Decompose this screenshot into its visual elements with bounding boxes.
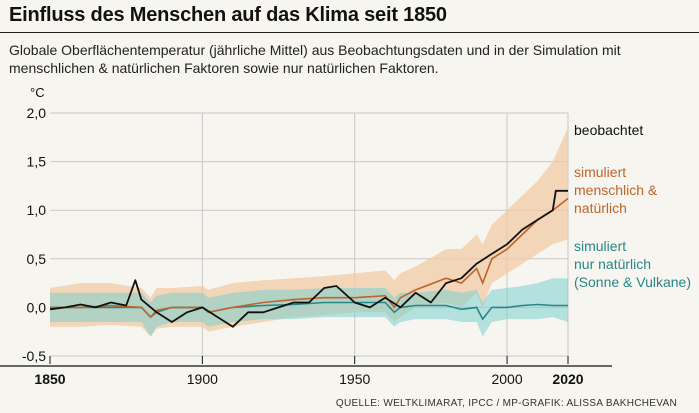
- x-tick-label: 1950: [339, 371, 370, 387]
- y-tick-label: 2,0: [27, 105, 47, 121]
- series-label-natural: simuliert: [574, 238, 626, 254]
- title-rule: [0, 32, 699, 33]
- y-axis-unit: °C: [30, 85, 45, 100]
- y-tick-label: 1,5: [27, 154, 47, 170]
- line-observed: [49, 189, 568, 328]
- x-tick-label: 1900: [187, 371, 218, 387]
- series-label-human-natural: menschlich &: [574, 182, 658, 198]
- series-label-human-natural: simuliert: [574, 164, 626, 180]
- source-credit: QUELLE: WELTKLIMARAT, IPCC / MP-GRAFIK: …: [335, 398, 677, 409]
- series-label-human-natural: natürlich: [574, 200, 627, 216]
- y-tick-label: -0,5: [22, 348, 46, 364]
- y-tick-label: 0,5: [27, 251, 47, 267]
- series-label-observed: beobachtet: [574, 122, 643, 138]
- series-label-natural: (Sonne & Vulkane): [574, 274, 691, 290]
- chart-title: Einfluss des Menschen auf das Klima seit…: [9, 4, 447, 26]
- x-tick-label: 2000: [491, 371, 522, 387]
- x-tick-label: 1850: [34, 371, 65, 387]
- x-tick-label: 2020: [552, 371, 583, 387]
- series-label-natural: nur natürlich: [574, 256, 651, 272]
- y-tick-label: 0,0: [27, 299, 47, 315]
- y-tick-label: 1,0: [27, 202, 47, 218]
- line-human-natural: [50, 197, 569, 319]
- band-human-natural: [50, 127, 568, 337]
- chart-subtitle: Globale Oberflächentemperatur (jährliche…: [9, 42, 621, 76]
